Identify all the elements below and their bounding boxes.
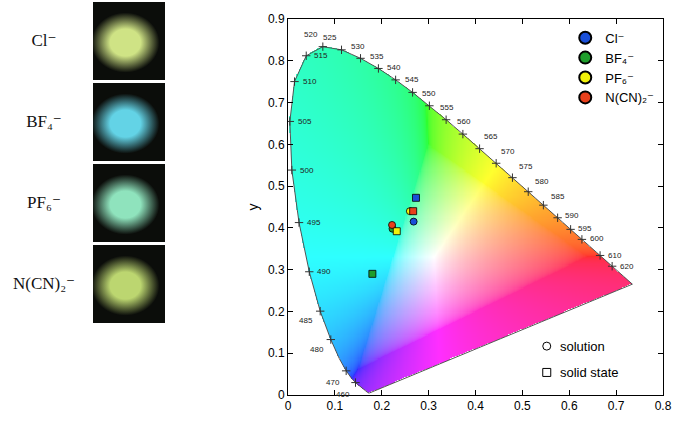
svg-text:520: 520 (304, 30, 318, 39)
svg-text:550: 550 (422, 89, 436, 98)
svg-text:0.8: 0.8 (655, 399, 672, 413)
svg-text:0.6: 0.6 (561, 399, 578, 413)
svg-text:y: y (245, 204, 261, 211)
svg-text:495: 495 (307, 218, 321, 227)
svg-text:0.4: 0.4 (268, 221, 285, 235)
svg-text:560: 560 (457, 117, 471, 126)
svg-text:0.2: 0.2 (373, 399, 390, 413)
html-text:N(CN)₂⁻: N(CN)₂⁻ (12, 274, 76, 293)
svg-text:0.1: 0.1 (268, 346, 285, 360)
svg-text:515: 515 (314, 51, 328, 60)
svg-text:530: 530 (351, 42, 365, 51)
svg-text:N(CN)₂⁻: N(CN)₂⁻ (605, 90, 654, 105)
svg-text:510: 510 (303, 77, 317, 86)
svg-text:620: 620 (620, 262, 634, 271)
html-text:BF₄⁻: BF₄⁻ (26, 112, 62, 131)
svg-text:585: 585 (551, 192, 565, 201)
svg-text:575: 575 (519, 162, 533, 171)
svg-text:BF₄⁻: BF₄⁻ (605, 51, 634, 66)
svg-text:0.9: 0.9 (268, 12, 285, 26)
svg-text:460: 460 (336, 390, 350, 399)
svg-text:540: 540 (387, 63, 401, 72)
svg-text:0: 0 (285, 399, 292, 413)
svg-text:555: 555 (440, 103, 454, 112)
svg-text:470: 470 (326, 378, 340, 387)
svg-text:PF₆⁻: PF₆⁻ (605, 71, 634, 86)
svg-text:500: 500 (300, 166, 314, 175)
svg-text:600: 600 (590, 234, 604, 243)
svg-text:0.3: 0.3 (268, 263, 285, 277)
svg-text:545: 545 (405, 75, 419, 84)
svg-text:565: 565 (484, 132, 498, 141)
svg-text:505: 505 (298, 117, 312, 126)
svg-text:0.3: 0.3 (420, 399, 437, 413)
svg-text:525: 525 (323, 33, 337, 42)
svg-text:0.4: 0.4 (467, 399, 484, 413)
svg-text:0.8: 0.8 (268, 54, 285, 68)
svg-text:0.5: 0.5 (268, 179, 285, 193)
svg-text:solid state: solid state (560, 365, 619, 380)
svg-text:570: 570 (501, 147, 515, 156)
svg-text:590: 590 (565, 211, 579, 220)
svg-text:0: 0 (278, 388, 285, 402)
html-text:Cl⁻: Cl⁻ (31, 31, 57, 50)
svg-text:595: 595 (578, 224, 592, 233)
svg-text:0.7: 0.7 (268, 96, 285, 110)
svg-text:Cl⁻: Cl⁻ (605, 31, 624, 46)
html-text:PF₆⁻: PF₆⁻ (27, 193, 61, 212)
svg-text:solution: solution (560, 339, 605, 354)
svg-text:485: 485 (299, 316, 313, 325)
svg-text:580: 580 (535, 177, 549, 186)
svg-text:0.7: 0.7 (608, 399, 625, 413)
svg-text:0.2: 0.2 (268, 305, 285, 319)
svg-text:0.5: 0.5 (514, 399, 531, 413)
svg-text:610: 610 (608, 251, 622, 260)
svg-text:0.1: 0.1 (327, 399, 344, 413)
svg-text:0.6: 0.6 (268, 138, 285, 152)
svg-text:490: 490 (317, 267, 331, 276)
svg-text:535: 535 (370, 52, 384, 61)
svg-text:480: 480 (310, 345, 324, 354)
